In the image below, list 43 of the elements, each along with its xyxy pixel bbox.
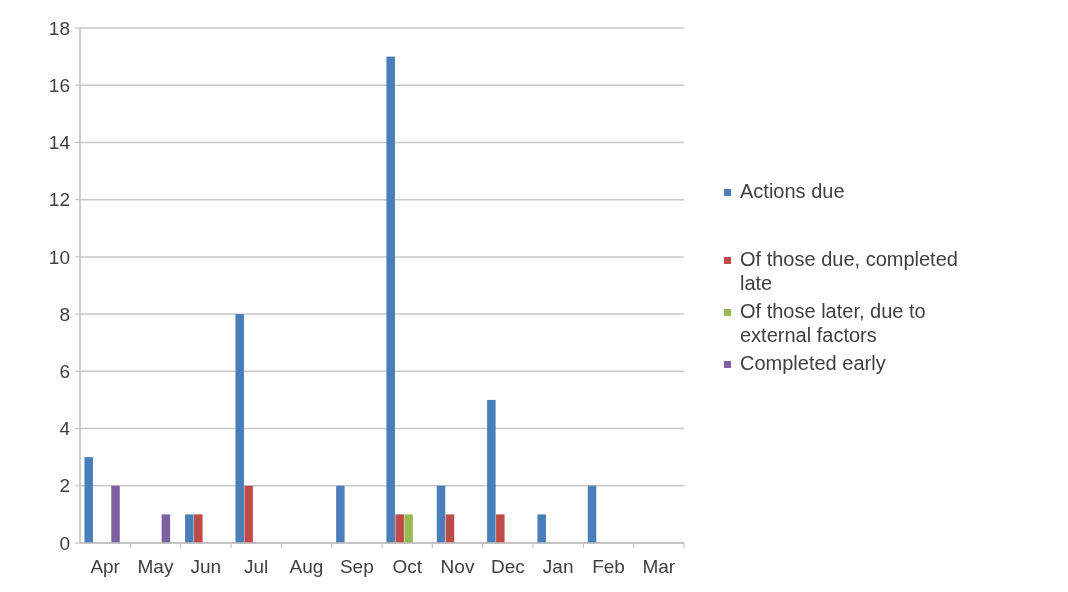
- bar: [194, 514, 203, 543]
- x-tick-label: Nov: [440, 556, 475, 577]
- bar: [587, 485, 597, 543]
- bar: [84, 457, 93, 543]
- bar: [436, 485, 446, 543]
- legend-label: Actions due: [740, 179, 845, 202]
- x-tick-label: Feb: [592, 556, 625, 577]
- bar: [244, 485, 253, 543]
- x-tick-label: Aug: [289, 556, 324, 577]
- x-tick-label: Jul: [244, 556, 269, 577]
- x-tick-label: May: [137, 556, 174, 577]
- bar: [537, 514, 546, 543]
- x-tick-label: Jan: [542, 556, 574, 577]
- y-tick-label: 8: [59, 303, 70, 325]
- bar: [395, 514, 404, 543]
- y-tick-label: 16: [48, 74, 70, 96]
- y-tick-label: 18: [48, 17, 70, 39]
- y-tick-label: 14: [48, 132, 71, 154]
- bar: [386, 56, 395, 543]
- x-tick-label: Apr: [90, 556, 121, 577]
- bar: [111, 485, 120, 543]
- bar: [445, 514, 455, 543]
- x-tick-label: Sep: [339, 556, 374, 577]
- y-tick-label: 4: [59, 418, 71, 440]
- bar: [404, 514, 413, 543]
- bar: [487, 399, 496, 543]
- bar: [161, 514, 171, 543]
- y-tick-label: 6: [59, 360, 70, 382]
- x-tick-label: Mar: [642, 556, 676, 577]
- bar: [235, 314, 244, 543]
- bar: [336, 485, 345, 543]
- y-tick-label: 12: [48, 189, 70, 211]
- x-tick-label: Oct: [392, 556, 423, 577]
- bar: [496, 514, 505, 543]
- legend-label: Of those due, completed late: [740, 247, 958, 294]
- legend-label: Of those later, due to external factors: [740, 299, 926, 346]
- x-tick-label: Jun: [190, 556, 222, 577]
- y-tick-label: 10: [48, 246, 70, 268]
- bar: [185, 514, 194, 543]
- y-tick-label: 2: [59, 475, 70, 497]
- y-tick-label: 0: [59, 532, 70, 554]
- x-tick-label: Dec: [490, 556, 525, 577]
- legend-label: Completed early: [740, 351, 886, 374]
